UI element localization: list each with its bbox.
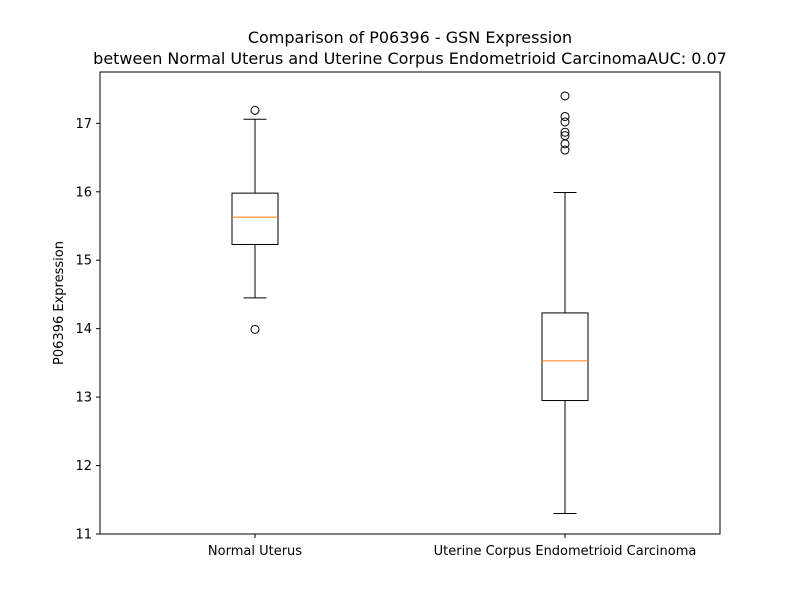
y-tick-label: 11 xyxy=(75,528,92,543)
y-tick-label: 17 xyxy=(75,117,92,132)
outlier-point xyxy=(250,105,260,115)
x-tick-label: Normal Uterus xyxy=(208,544,302,559)
outlier-point xyxy=(560,145,570,155)
chart-title-line-2: between Normal Uterus and Uterine Corpus… xyxy=(93,49,727,68)
outlier-point xyxy=(560,139,570,149)
outlier-point xyxy=(560,91,570,101)
y-tick-label: 12 xyxy=(75,459,92,474)
outlier-point xyxy=(250,324,260,334)
interquartile-box xyxy=(231,192,279,245)
y-tick-label: 14 xyxy=(75,322,92,337)
y-tick-label: 13 xyxy=(75,391,92,406)
x-tick-label: Uterine Corpus Endometrioid Carcinoma xyxy=(434,544,697,559)
outlier-point xyxy=(560,111,570,121)
y-axis-label: P06396 Expression xyxy=(52,241,67,365)
outlier-point xyxy=(560,117,570,127)
chart-title-line-1: Comparison of P06396 - GSN Expression xyxy=(248,28,572,47)
y-tick-label: 16 xyxy=(75,185,92,200)
plot-area-frame xyxy=(99,71,721,535)
interquartile-box xyxy=(541,312,589,402)
y-tick-label: 15 xyxy=(75,254,92,269)
outlier-point xyxy=(560,127,570,137)
